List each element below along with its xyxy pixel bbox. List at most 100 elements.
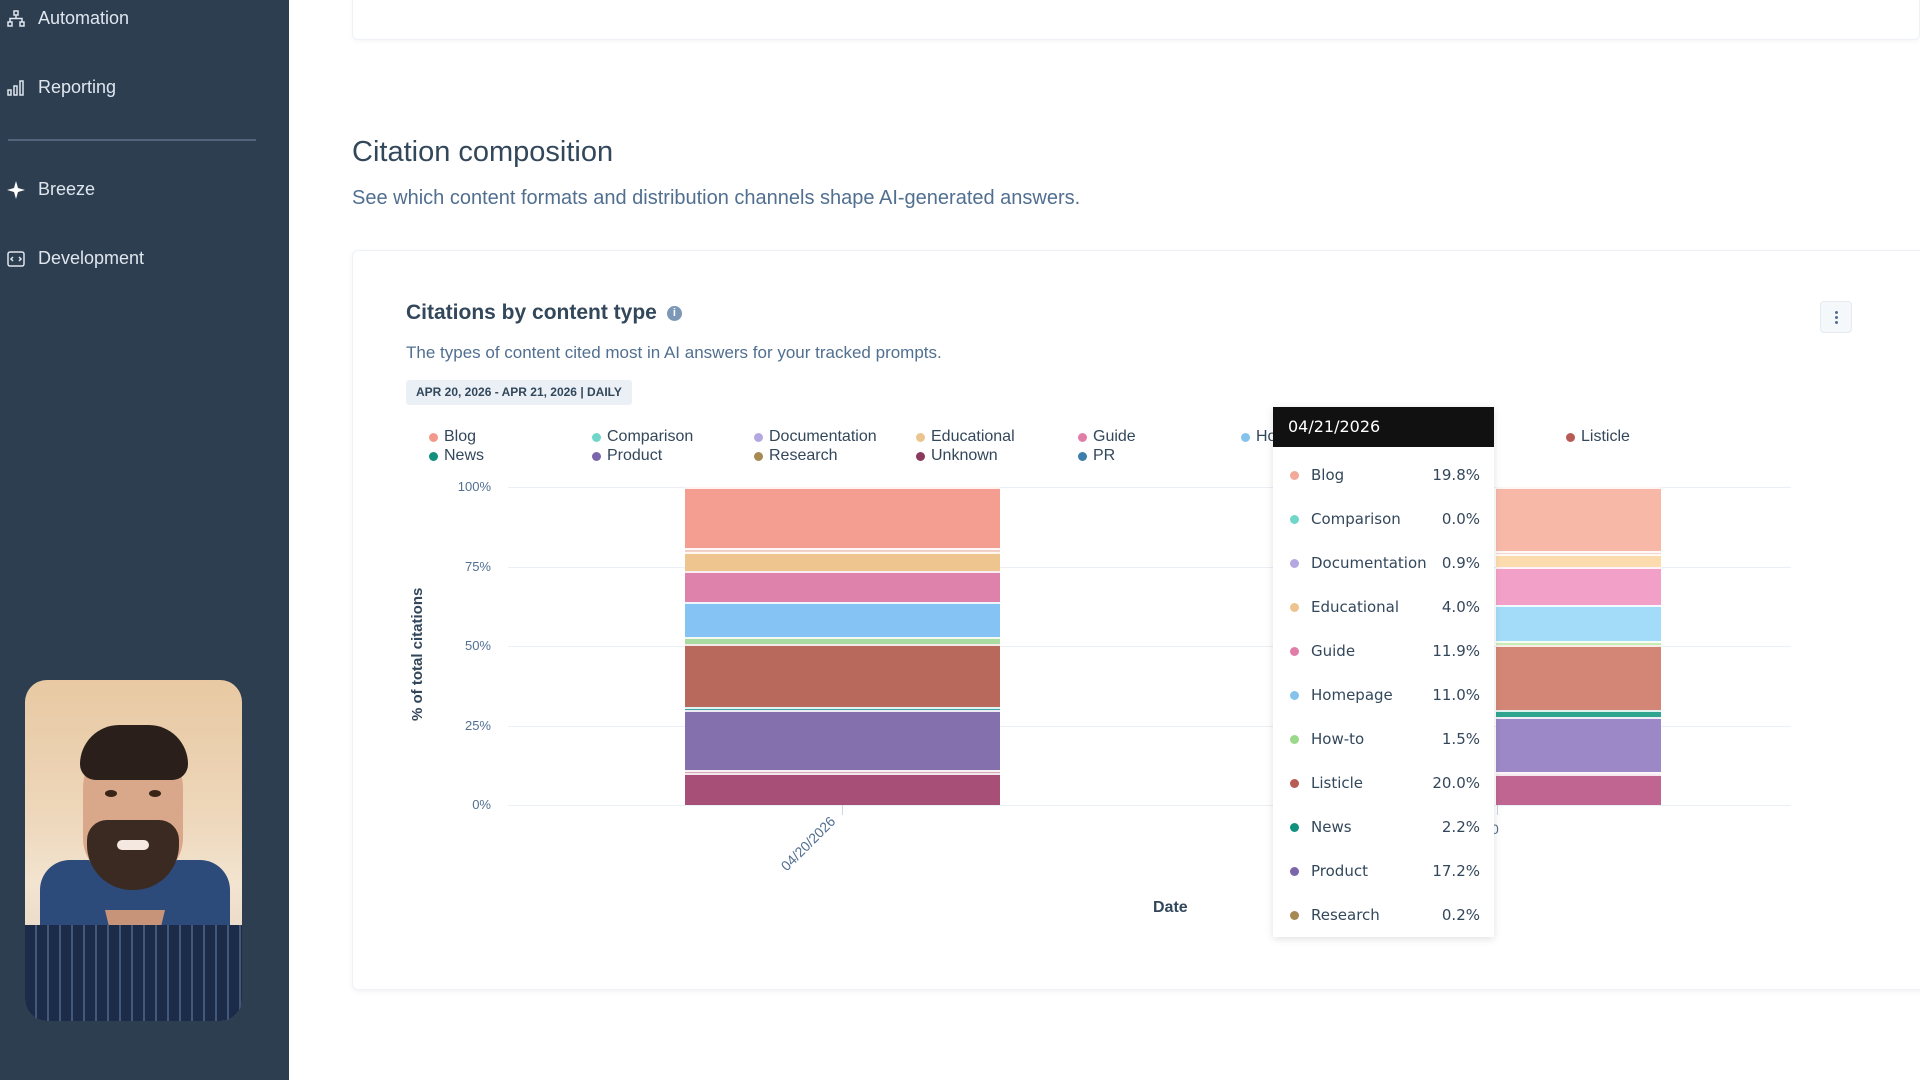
tooltip-value: 19.8% [1432,466,1480,484]
tooltip-label: Educational [1311,598,1400,616]
card-title-text: Citations by content type [406,301,657,324]
chart-legend: Blog News Comparison Product Documentati… [429,428,1630,468]
x-axis-line [508,805,1791,806]
citations-card: Citations by content type i The types of… [352,250,1920,990]
gridline [508,646,1791,647]
y-tick: 25% [464,718,491,733]
legend-label: Comparison [607,428,694,445]
legend-item-homepage[interactable]: Ho [1241,428,1276,446]
bar-segment-product[interactable] [685,709,1000,771]
legend-item-listicle[interactable]: Listicle [1566,428,1630,446]
sidebar-item-automation[interactable]: Automation [6,8,129,29]
dot-icon [592,432,601,442]
legend-label: Educational [931,428,1015,445]
bar-segment-news[interactable] [685,707,1000,710]
legend-item-educational[interactable]: Educational [916,428,1015,446]
dot-icon [1290,822,1299,832]
dot-icon [754,432,763,442]
bar-segment-listicle[interactable] [1496,645,1661,710]
dot-icon [1290,690,1299,700]
y-axis-label: % of total citations [409,587,426,721]
tooltip-row: Product 17.2% [1273,849,1494,893]
tooltip-value: 0.9% [1441,554,1480,572]
sidebar-item-label: Breeze [38,179,96,199]
bar-segment-blog[interactable] [685,487,1000,549]
webcam-overlay [25,680,242,1021]
sidebar-item-label: Automation [38,8,130,28]
legend-item-unknown[interactable]: Unknown [916,447,998,465]
legend-label: Listicle [1581,428,1630,445]
tooltip-row: Homepage 11.0% [1273,673,1494,717]
x-tick-label: 0 [1491,821,1499,837]
legend-item-blog[interactable]: Blog [429,428,476,446]
dot-icon [592,451,601,461]
bar-segment-how-to[interactable] [1496,640,1661,646]
bar-segment-educational[interactable] [685,551,1000,571]
automation-icon [6,9,26,29]
legend-item-product[interactable]: Product [592,447,662,465]
bar-segment-how-to[interactable] [685,637,1000,644]
dot-icon [1290,470,1299,480]
tooltip-value: 20.0% [1432,774,1480,792]
bar-segment-guide[interactable] [1496,566,1661,606]
legend-label: Guide [1093,428,1136,445]
legend-item-research[interactable]: Research [754,447,837,465]
y-tick: 50% [464,638,491,653]
gridline [508,567,1791,568]
section-subtitle: See which content formats and distributi… [352,187,1081,209]
tooltip-label: Guide [1311,642,1356,660]
gridline [508,487,1791,488]
sidebar-item-reporting[interactable]: Reporting [6,77,116,98]
bar-segment-guide[interactable] [685,570,1000,603]
bar-04-20-2026[interactable] [685,487,1000,805]
tooltip-value: 0.0% [1441,510,1480,528]
x-axis-label: Date [1153,899,1188,916]
sidebar-divider [8,139,256,141]
bar-segment-documentation[interactable] [685,548,1000,552]
legend-label: News [444,447,485,464]
legend-item-comparison[interactable]: Comparison [592,428,693,446]
bar-segment-research[interactable] [1496,772,1661,775]
section-title: Citation composition [352,136,614,168]
bar-segment-educational[interactable] [1496,553,1661,567]
bar-segment-documentation[interactable] [1496,550,1661,554]
legend-item-news[interactable]: News [429,447,484,465]
tooltip-value: 11.9% [1432,642,1480,660]
dot-icon [1078,451,1087,461]
dot-icon [429,451,438,461]
info-icon[interactable]: i [666,305,682,321]
sidebar-item-breeze[interactable]: Breeze [6,179,95,200]
legend-item-pr[interactable]: PR [1078,447,1115,465]
bar-segment-listicle[interactable] [685,643,1000,708]
dot-icon [1290,558,1299,568]
bar-segment-blog[interactable] [1496,487,1661,551]
tooltip-label: News [1311,818,1352,836]
x-tick-label: 04/20/2026 [777,813,839,874]
bar-04-21-2026[interactable] [1496,487,1661,805]
more-options-button[interactable] [1820,301,1852,333]
card-description: The types of content cited most in AI an… [406,343,942,362]
tooltip-label: Comparison [1311,510,1401,528]
bar-segment-unknown[interactable] [1496,774,1661,805]
bar-segment-product[interactable] [1496,716,1661,773]
bar-segment-news[interactable] [1496,709,1661,717]
bar-segment-unknown[interactable] [685,773,1000,805]
date-range-chip: APR 20, 2026 - APR 21, 2026 | DAILY [406,380,632,405]
dot-icon [916,451,925,461]
bar-segment-research[interactable] [685,770,1000,774]
dot-icon [1290,514,1299,524]
bar-segment-homepage[interactable] [685,602,1000,638]
tooltip-row: How-to 1.5% [1273,717,1494,761]
y-tick: 0% [472,797,491,812]
legend-label: PR [1093,447,1116,464]
tooltip-label: Documentation [1311,554,1427,572]
sidebar-item-label: Reporting [38,77,117,97]
bar-segment-homepage[interactable] [1496,605,1661,641]
dot-icon [1290,602,1299,612]
legend-item-guide[interactable]: Guide [1078,428,1136,446]
legend-item-documentation[interactable]: Documentation [754,428,877,446]
dot-icon [1290,866,1299,876]
tooltip-value: 11.0% [1432,686,1480,704]
legend-label: Blog [444,428,477,445]
sidebar-item-development[interactable]: Development [6,248,144,269]
